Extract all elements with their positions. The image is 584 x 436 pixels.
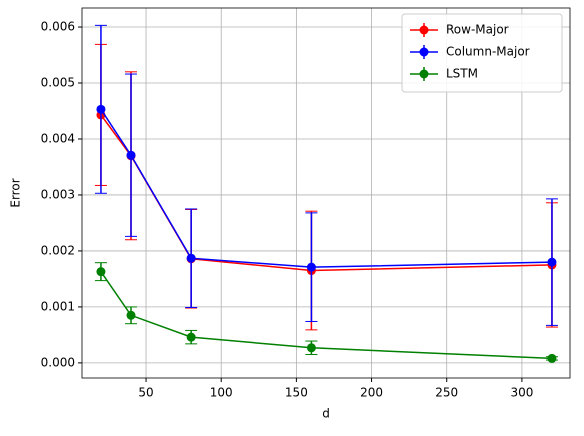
x-tick-label: 300	[510, 386, 533, 400]
x-tick-label: 100	[210, 386, 233, 400]
legend-label: Row-Major	[446, 23, 509, 37]
marker	[96, 267, 106, 277]
x-tick-label: 150	[285, 386, 308, 400]
y-tick-label: 0.003	[41, 187, 75, 201]
series-line	[100, 271, 552, 360]
y-axis-label: Error	[9, 178, 23, 207]
legend-marker	[419, 47, 429, 57]
series-line	[100, 114, 552, 272]
x-tick-label: 200	[360, 386, 383, 400]
x-axis-label: d	[322, 407, 330, 421]
marker	[547, 353, 557, 363]
y-tick-label: 0.001	[41, 299, 75, 313]
marker	[186, 332, 196, 342]
legend-marker	[419, 69, 429, 79]
series-line	[100, 108, 552, 268]
marker	[126, 310, 136, 320]
x-tick-label: 250	[435, 386, 458, 400]
legend-label: Column-Major	[446, 45, 530, 59]
plot-frame	[81, 7, 571, 379]
marker	[96, 104, 106, 114]
y-tick-label: 0.002	[41, 243, 75, 257]
marker	[126, 150, 136, 160]
marker	[547, 257, 557, 267]
marker	[306, 343, 316, 353]
marker	[186, 253, 196, 263]
x-tick-label: 50	[138, 386, 153, 400]
y-tick-label: 0.005	[41, 76, 75, 90]
marker	[306, 262, 316, 272]
legend-box	[401, 13, 563, 93]
y-tick-label: 0.000	[41, 355, 75, 369]
y-tick-label: 0.004	[41, 131, 75, 145]
legend-marker	[419, 25, 429, 35]
legend-label: LSTM	[446, 67, 478, 81]
y-tick-label: 0.006	[41, 20, 75, 34]
